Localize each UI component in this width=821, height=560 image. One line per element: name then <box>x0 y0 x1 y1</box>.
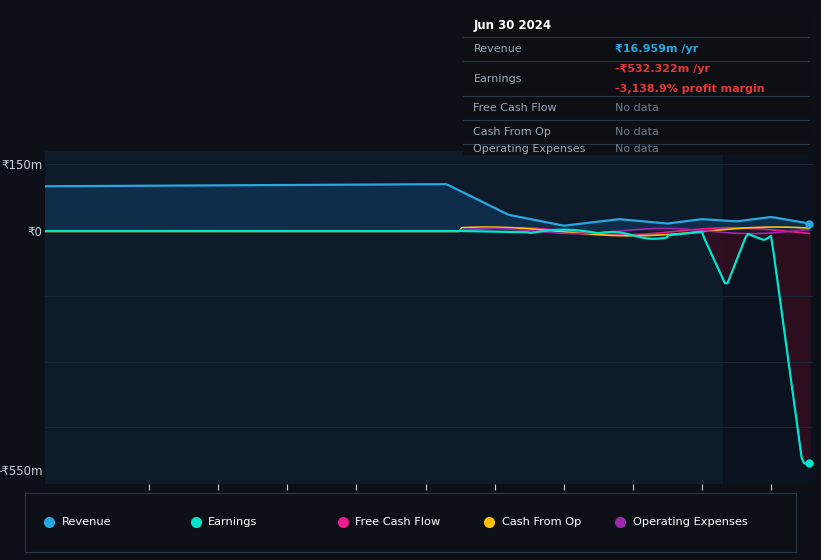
Text: ₹16.959m /yr: ₹16.959m /yr <box>616 44 699 54</box>
Text: Operating Expenses: Operating Expenses <box>474 144 586 155</box>
Text: -₹532.322m /yr: -₹532.322m /yr <box>616 64 710 74</box>
Text: Revenue: Revenue <box>62 517 112 527</box>
Text: No data: No data <box>616 144 659 155</box>
Text: Earnings: Earnings <box>474 73 522 83</box>
Text: No data: No data <box>616 103 659 113</box>
Bar <box>722 151 813 484</box>
Text: ₹150m: ₹150m <box>2 158 43 172</box>
Text: Earnings: Earnings <box>209 517 258 527</box>
Text: Operating Expenses: Operating Expenses <box>633 517 747 527</box>
Text: Cash From Op: Cash From Op <box>474 127 552 137</box>
Text: -₹550m: -₹550m <box>0 465 43 478</box>
Text: Cash From Op: Cash From Op <box>502 517 581 527</box>
Text: ₹0: ₹0 <box>28 226 43 239</box>
Text: Revenue: Revenue <box>474 44 522 54</box>
Text: Jun 30 2024: Jun 30 2024 <box>474 19 552 32</box>
Text: Free Cash Flow: Free Cash Flow <box>474 103 557 113</box>
Text: No data: No data <box>616 127 659 137</box>
Text: -3,138.9% profit margin: -3,138.9% profit margin <box>616 83 765 94</box>
Text: Free Cash Flow: Free Cash Flow <box>355 517 440 527</box>
